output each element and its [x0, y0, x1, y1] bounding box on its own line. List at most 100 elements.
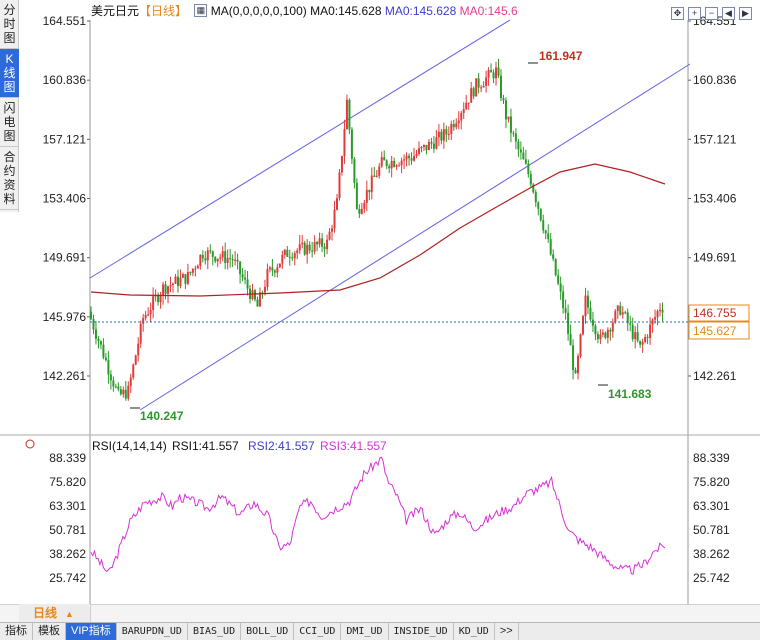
candle-body	[117, 386, 120, 390]
current-price-box	[688, 304, 750, 322]
candle-body	[254, 290, 256, 300]
candle-body	[552, 254, 555, 259]
candle-body	[487, 70, 490, 78]
side-tab-flash[interactable]: 闪电图	[0, 98, 19, 147]
candle-body	[134, 355, 137, 365]
candle-body	[316, 242, 319, 245]
candle-body	[119, 389, 122, 395]
tab-indicators[interactable]: 指标	[0, 623, 33, 640]
symbol-title: 美元日元	[91, 3, 140, 18]
candle-body	[224, 251, 227, 263]
candle-body	[586, 295, 589, 308]
ma-settings-icon[interactable]: ▦	[194, 4, 208, 18]
candle-body	[544, 230, 547, 234]
candle-body	[169, 285, 172, 287]
candle-body	[268, 267, 271, 270]
candle-body	[420, 147, 423, 149]
candle-body	[326, 239, 329, 250]
indicator-tab-bar: 指标 模板 VIP指标 BARUPDN_UD BIAS_UD BOLL_UD CCI_UD D…	[0, 622, 760, 640]
candle-body	[144, 314, 147, 319]
chart-area[interactable]: 美元日元【日线】 ▦ MA(0,0,0,0,0,100) MA0:145.628…	[19, 0, 760, 640]
period-selector[interactable]: 日线 ▲	[19, 604, 91, 622]
rsi-line	[90, 456, 666, 575]
scroll-left-icon[interactable]: ◀	[722, 7, 735, 21]
candle-body	[378, 166, 381, 176]
tab-bias[interactable]: BIAS_UD	[188, 623, 242, 640]
tab-boll[interactable]: BOLL_UD	[241, 623, 295, 640]
candle-body	[559, 283, 562, 292]
candle-body	[263, 286, 266, 293]
candle-body	[413, 156, 416, 161]
candle-body	[256, 299, 259, 307]
ma0-value-c: MA0:145.6	[459, 3, 518, 18]
high-annotation: 161.947	[539, 49, 583, 63]
candle-body	[599, 334, 602, 340]
kline-chart-canvas[interactable]: 164.551 160.836 157.121 153.406 149.691 145.9…	[0, 0, 760, 604]
candle-body	[492, 72, 495, 79]
candle-body	[624, 312, 627, 314]
price-tick-right: 149.691	[693, 251, 737, 265]
candle-body	[216, 258, 219, 262]
candle-body	[132, 364, 135, 378]
zoom-in-icon[interactable]: +	[688, 7, 701, 21]
candle-body	[529, 174, 532, 185]
candle-body	[582, 316, 584, 335]
candle-body	[321, 238, 324, 247]
side-tab-contract-info[interactable]: 合约资料	[0, 147, 19, 210]
candle-body	[311, 250, 314, 252]
zoom-out-icon[interactable]: −	[705, 7, 718, 21]
candle-body	[609, 329, 612, 332]
candle-body	[336, 198, 338, 210]
candle-body	[534, 192, 537, 203]
side-tab-timeshare[interactable]: 分时图	[0, 0, 19, 49]
candle-body	[323, 246, 326, 250]
candle-body	[152, 296, 155, 310]
tab-kd[interactable]: KD_UD	[454, 623, 495, 640]
candle-body	[278, 263, 281, 268]
candle-body	[365, 189, 368, 203]
tab-barupdn[interactable]: BARUPDN_UD	[117, 623, 188, 640]
candle-body	[450, 124, 453, 135]
tab-cci[interactable]: CCI_UD	[294, 623, 342, 640]
candle-body	[604, 332, 607, 338]
tab-dmi[interactable]: DMI_UD	[341, 623, 389, 640]
candle-body	[621, 312, 624, 315]
candle-body	[485, 77, 488, 86]
candle-body	[194, 268, 197, 270]
candle-body	[507, 116, 510, 120]
candle-body	[306, 244, 309, 255]
candle-body	[191, 268, 194, 273]
scroll-right-icon[interactable]: ▶	[739, 7, 752, 21]
move-icon[interactable]: ✥	[671, 7, 684, 21]
candle-body	[373, 175, 376, 177]
candle-body	[162, 284, 165, 296]
candle-body	[164, 284, 167, 294]
candle-body	[239, 261, 242, 275]
rsi-tick-right: 50.781	[693, 523, 730, 537]
candle-body	[246, 279, 249, 289]
candle-body	[596, 334, 599, 340]
candle-body	[631, 324, 634, 340]
channel-upper-line	[89, 19, 511, 279]
candle-body	[509, 116, 512, 133]
more-tabs-button[interactable]: >>	[495, 623, 519, 640]
price-tick-right: 153.406	[693, 192, 737, 206]
candle-body	[107, 360, 110, 375]
candle-body	[244, 277, 247, 280]
candle-body	[422, 144, 425, 148]
candle-body	[435, 137, 438, 149]
tab-vip-indicators[interactable]: VIP指标	[66, 623, 117, 640]
candle-body	[475, 78, 478, 97]
rsi-tick-left: 25.742	[49, 571, 86, 585]
candle-body	[388, 166, 391, 169]
candle-body	[385, 160, 388, 167]
candle-body	[430, 142, 433, 144]
tab-inside[interactable]: INSIDE_UD	[389, 623, 454, 640]
tab-templates[interactable]: 模板	[33, 623, 66, 640]
candle-body	[522, 152, 525, 160]
candle-body	[524, 159, 527, 164]
candle-body	[328, 231, 331, 240]
side-tab-kline[interactable]: K线图	[0, 49, 19, 98]
candle-body	[109, 374, 112, 381]
candle-body	[343, 129, 346, 157]
